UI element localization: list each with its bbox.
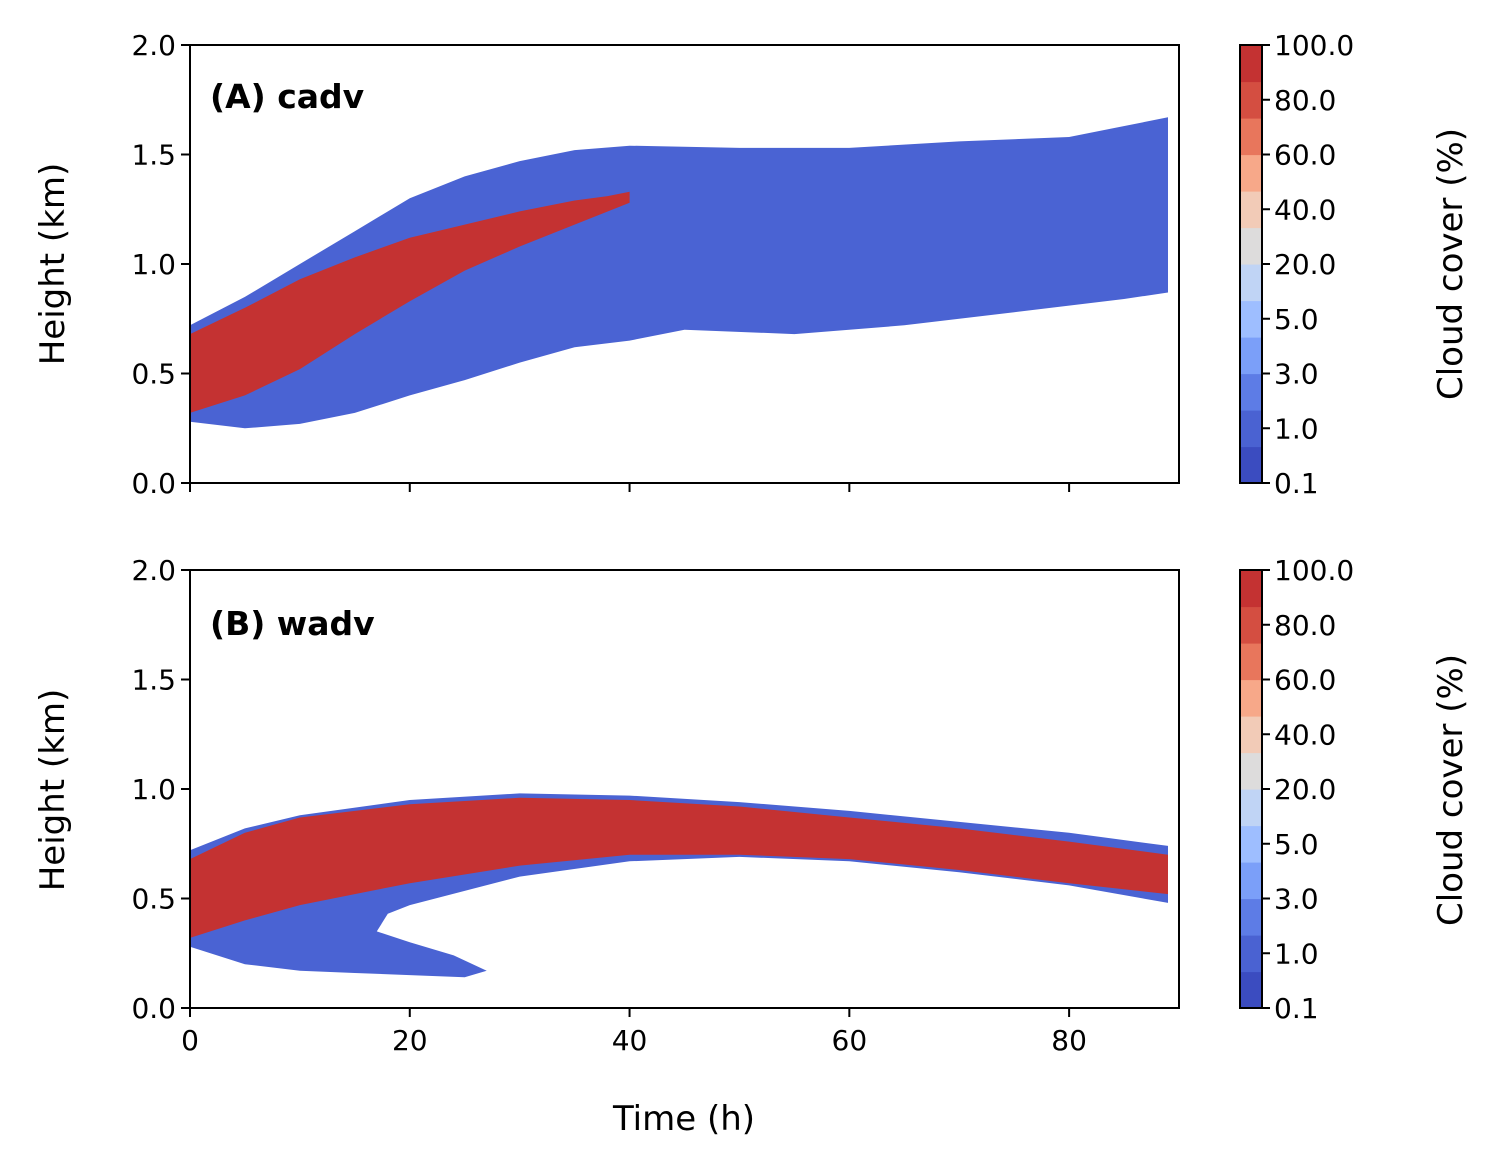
ytick-label: 0.0 — [131, 467, 176, 500]
colorbar-segment — [1240, 935, 1262, 972]
ytick-label: 1.0 — [131, 773, 176, 806]
ytick-label: 0.5 — [131, 883, 176, 916]
colorbar-segment — [1240, 410, 1262, 447]
colorbar-segment — [1240, 643, 1262, 680]
colorbar-tick-label: 1.0 — [1274, 412, 1319, 445]
colorbar-tick-label: 100.0 — [1274, 554, 1354, 587]
colorbar-segment — [1240, 82, 1262, 119]
colorbar-tick-label: 0.1 — [1274, 467, 1319, 500]
colorbar-segment — [1240, 862, 1262, 899]
colorbar-segment — [1240, 191, 1262, 228]
colorbar-tick-label: 5.0 — [1274, 303, 1319, 336]
y-ticks-a: 0.0 0.5 1.0 1.5 2.0 — [131, 29, 190, 500]
colorbar-tick-label: 1.0 — [1274, 937, 1319, 970]
colorbar-tick-label: 20.0 — [1274, 773, 1336, 806]
colorbar-tick-label: 100.0 — [1274, 29, 1354, 62]
colorbar-segment — [1240, 570, 1262, 607]
colorbar-segment — [1240, 337, 1262, 374]
colorbar-segment — [1240, 447, 1262, 484]
colorbar-segment — [1240, 228, 1262, 265]
colorbar-tick-label: 3.0 — [1274, 883, 1319, 916]
colorbar-segment — [1240, 899, 1262, 936]
xlabel-b: Time (h) — [612, 1099, 755, 1139]
colorbar-tick-label: 5.0 — [1274, 828, 1319, 861]
ytick-label: 2.0 — [131, 29, 176, 62]
colorbar-segment — [1240, 374, 1262, 411]
xtick-label: 60 — [832, 1024, 868, 1057]
colorbar-tick-label: 60.0 — [1274, 664, 1336, 697]
xtick-label: 80 — [1051, 1024, 1087, 1057]
ylabel-a: Height (km) — [33, 163, 73, 366]
colorbar-tick-label: 80.0 — [1274, 84, 1336, 117]
colorbar-label-b: Cloud cover (%) — [1431, 654, 1471, 926]
colorbar-segment — [1240, 753, 1262, 790]
colorbar-segment — [1240, 45, 1262, 82]
colorbar-segment — [1240, 680, 1262, 717]
colorbar-segment — [1240, 826, 1262, 863]
colorbar-tick-label: 3.0 — [1274, 358, 1319, 391]
contour-plot-a — [190, 117, 1168, 428]
colorbar-segment — [1240, 716, 1262, 753]
colorbar-tick-label: 80.0 — [1274, 609, 1336, 642]
panel-title-b: (B) wadv — [210, 604, 375, 643]
colorbar-segment — [1240, 789, 1262, 826]
x-ticks-b: 0 20 40 60 80 — [181, 1008, 1087, 1057]
ytick-label: 2.0 — [131, 554, 176, 587]
colorbar-tick-label: 60.0 — [1274, 139, 1336, 172]
colorbar-segment — [1240, 972, 1262, 1009]
ylabel-b: Height (km) — [33, 689, 73, 892]
contour-plot-b — [190, 793, 1168, 977]
colorbar-tick-label: 0.1 — [1274, 992, 1319, 1025]
xtick-label: 20 — [392, 1024, 428, 1057]
xtick-label: 40 — [612, 1024, 648, 1057]
colorbar-tick-label: 40.0 — [1274, 193, 1336, 226]
colorbar-a: 0.1 1.0 3.0 5.0 20.0 40.0 60.0 80.0 100.0 — [1240, 29, 1354, 500]
colorbar-label-a: Cloud cover (%) — [1431, 128, 1471, 400]
panel-b: (B) wadv 0.0 0.5 1.0 1.5 2.0 0 20 40 60 80 Heigh… — [33, 554, 1471, 1139]
colorbar-segment — [1240, 607, 1262, 644]
panel-title-a: (A) cadv — [210, 77, 365, 116]
colorbar-segment — [1240, 264, 1262, 301]
colorbar-segment — [1240, 118, 1262, 155]
colorbar-b: 0.1 1.0 3.0 5.0 20.0 40.0 60.0 80.0 100.0 — [1240, 554, 1354, 1025]
y-ticks-b: 0.0 0.5 1.0 1.5 2.0 — [131, 554, 190, 1025]
ytick-label: 0.0 — [131, 992, 176, 1025]
xtick-label: 0 — [181, 1024, 199, 1057]
colorbar-tick-label: 20.0 — [1274, 248, 1336, 281]
colorbar-tick-label: 40.0 — [1274, 718, 1336, 751]
colorbar-segment — [1240, 155, 1262, 192]
ytick-label: 1.5 — [131, 139, 176, 172]
ytick-label: 0.5 — [131, 358, 176, 391]
colorbar-segment — [1240, 301, 1262, 338]
panel-a: (A) cadv 0.0 0.5 1.0 1.5 2.0 Height (km) 0.1… — [33, 29, 1471, 500]
ytick-label: 1.0 — [131, 248, 176, 281]
x-ticks-a — [190, 483, 1069, 492]
ytick-label: 1.5 — [131, 664, 176, 697]
